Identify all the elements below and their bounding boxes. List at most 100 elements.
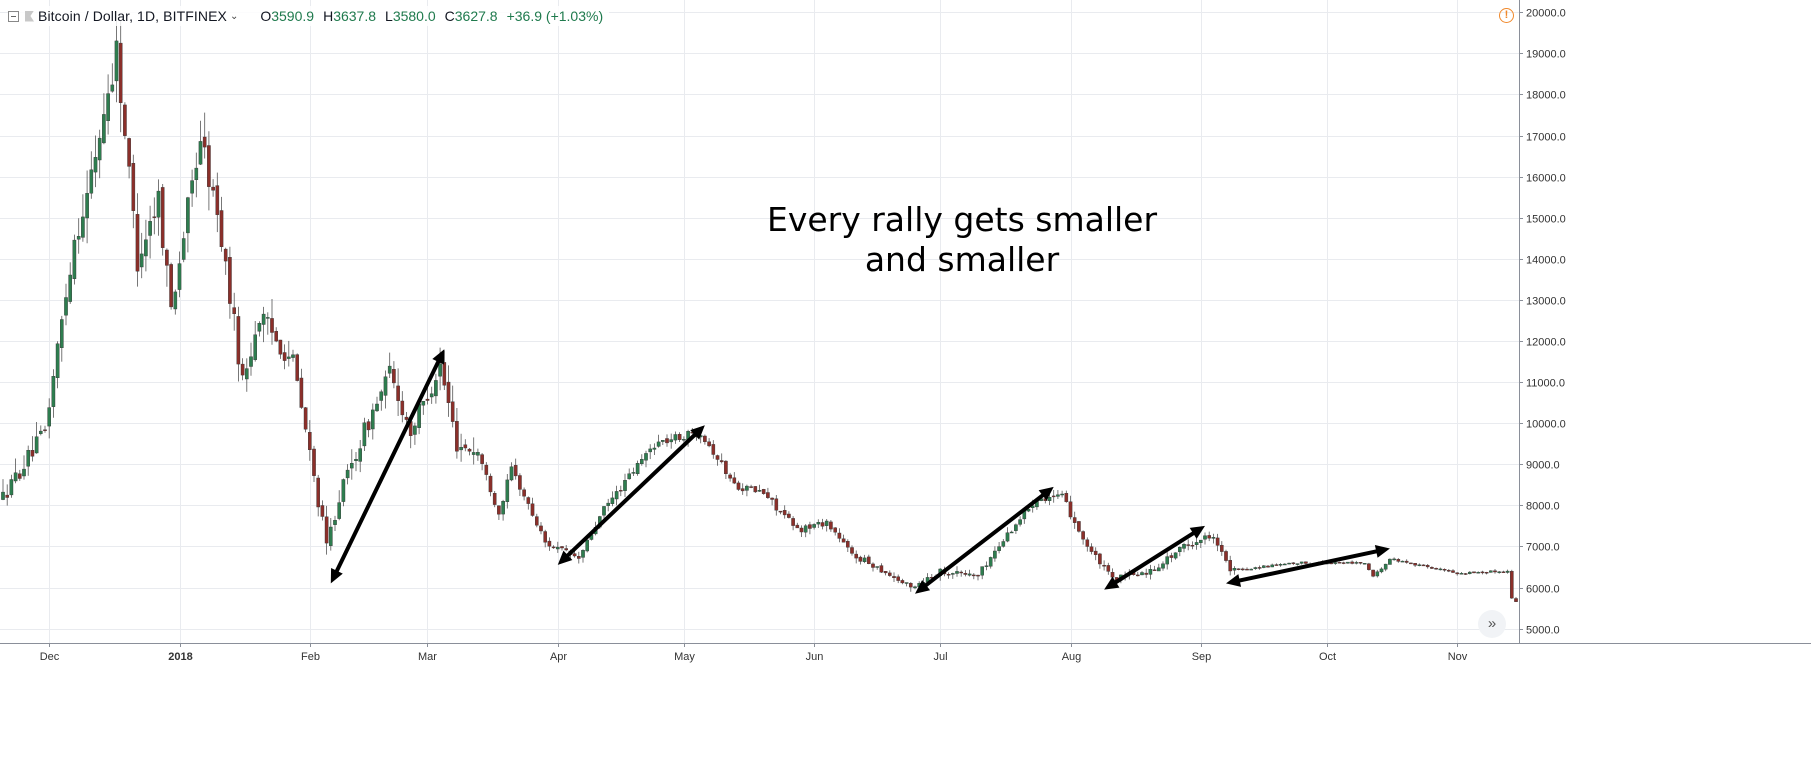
candle-up (362, 422, 367, 447)
candle-up (64, 297, 68, 316)
y-tick-label: 17000.0 (1526, 132, 1566, 144)
candle-down (703, 435, 707, 443)
symbol-title[interactable]: Bitcoin / Dollar, 1D, BITFINEX (38, 8, 227, 24)
candle-down (152, 216, 157, 218)
candle-up (350, 463, 354, 469)
candle-down (1358, 562, 1363, 564)
candle-up (148, 221, 152, 236)
candle-down (715, 455, 720, 460)
high-label: H (323, 8, 334, 24)
rally-arrows (330, 349, 1390, 594)
alert-icon[interactable]: ! (1499, 8, 1514, 23)
candle-down (1434, 568, 1438, 570)
x-tick-label: Sep (1192, 651, 1212, 663)
candle-up (1295, 563, 1300, 565)
x-tick-label: Apr (550, 651, 567, 663)
candle-down (488, 475, 493, 493)
candle-up (13, 472, 18, 482)
candle-up (1203, 535, 1207, 540)
candle-down (1514, 598, 1518, 602)
candle-down (1093, 550, 1098, 555)
candle-up (421, 401, 426, 406)
candle-up (913, 586, 917, 589)
candle-down (736, 482, 741, 490)
y-tick-label: 15000.0 (1526, 214, 1566, 226)
candle-up (329, 526, 333, 546)
candle-down (833, 527, 837, 533)
candle-down (513, 465, 518, 477)
candle-up (1278, 564, 1283, 566)
change-value: +36.9 (+1.03%) (506, 8, 604, 24)
candle-down (295, 354, 300, 381)
candle-down (1098, 553, 1102, 565)
candle-down (871, 563, 875, 568)
x-tick-label: Dec (40, 651, 60, 663)
y-tick-label: 14000.0 (1526, 255, 1566, 267)
time-axis[interactable]: Dec 2018 Feb Mar Apr May Jun Jul Aug Sep Oct Nov (0, 643, 1811, 663)
candle-up (47, 407, 51, 427)
candle-up (652, 447, 657, 450)
candle-down (1089, 546, 1094, 552)
high-number: 3637.8 (333, 8, 377, 24)
candle-down (892, 576, 896, 579)
y-tick-label: 12000.0 (1526, 337, 1566, 349)
price-axis[interactable]: 5000.0 6000.0 7000.0 8000.0 9000.0 10000.0 110… (1519, 0, 1811, 767)
candle-down (719, 460, 724, 463)
open-number: 3590.9 (271, 8, 315, 24)
candle-down (1442, 569, 1447, 571)
candle-up (76, 235, 81, 240)
candle-up (509, 466, 514, 481)
candle-up (656, 441, 661, 447)
candle-up (644, 453, 648, 461)
candle-up (1211, 537, 1216, 539)
candle-up (114, 40, 119, 82)
candle-down (732, 477, 737, 484)
candle-up (333, 520, 337, 525)
candle-up (1417, 564, 1422, 566)
candle-up (291, 354, 295, 358)
candle-down (791, 518, 795, 526)
candle-down (909, 583, 913, 588)
candle-down (442, 362, 447, 386)
candle-down (1413, 563, 1417, 566)
candle-down (1215, 537, 1220, 546)
candle-up (1249, 568, 1253, 571)
candle-down (1463, 573, 1468, 575)
candle-up (501, 501, 505, 515)
x-tick-label: Nov (1448, 651, 1468, 663)
y-tick-label: 7000.0 (1526, 542, 1560, 554)
candle-down (274, 331, 279, 342)
candle-down (135, 214, 140, 272)
candle-up (1161, 563, 1165, 569)
y-tick-label: 18000.0 (1526, 90, 1566, 102)
candle-down (753, 486, 758, 493)
candle-up (1388, 558, 1392, 565)
candle-up (249, 356, 253, 367)
candle-up (1148, 569, 1153, 575)
y-tick-label: 10000.0 (1526, 419, 1566, 431)
candle-up (438, 363, 442, 377)
candle-up (144, 239, 148, 257)
candle-down (841, 538, 846, 543)
chevron-down-icon[interactable]: ⌄ (229, 10, 239, 22)
candle-up (1182, 544, 1186, 549)
candle-up (610, 497, 615, 504)
candle-down (446, 381, 451, 404)
candle-down (228, 257, 232, 304)
candlestick-series (1, 11, 1518, 602)
candle-up (614, 491, 619, 500)
candle-down (1291, 562, 1296, 564)
candle-up (371, 409, 375, 430)
candle-down (1266, 565, 1270, 568)
candle-up (341, 479, 346, 502)
scroll-to-realtime-button[interactable]: » (1478, 610, 1506, 638)
candle-up (1400, 560, 1405, 563)
candle-down (1421, 564, 1426, 567)
candle-down (303, 407, 308, 430)
candle-up (434, 380, 438, 397)
flag-icon[interactable] (25, 10, 34, 22)
candle-down (728, 474, 732, 479)
candle-up (9, 479, 14, 496)
minus-box-icon[interactable] (8, 10, 19, 22)
